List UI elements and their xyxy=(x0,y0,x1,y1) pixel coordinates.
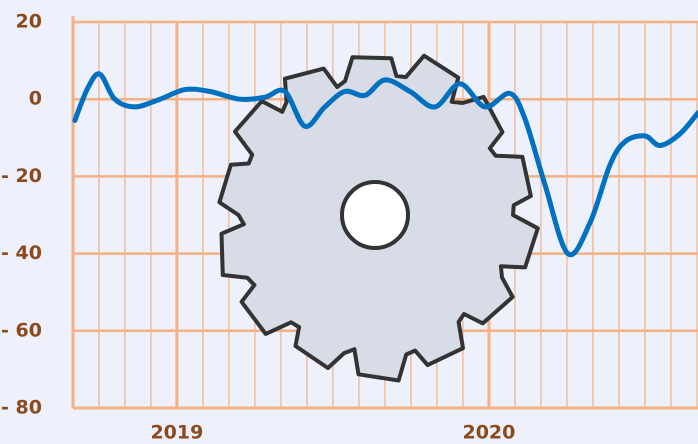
gear-hole xyxy=(342,182,408,248)
y-tick-label: 0 xyxy=(29,88,42,110)
y-tick-label: - 40 xyxy=(1,242,42,264)
y-tick-label: - 80 xyxy=(1,397,42,419)
page: - 80- 60- 40- 2002020192020 (() => { con… xyxy=(0,0,698,444)
x-tick-label: 2020 xyxy=(462,422,515,444)
chart: - 80 - 60 - 40 - 20 0 20 2019 2020 xyxy=(0,0,698,444)
y-tick-label: - 20 xyxy=(1,165,42,187)
y-tick-label: - 60 xyxy=(1,319,42,341)
x-tick-label: 2019 xyxy=(150,422,203,444)
y-tick-label: 20 xyxy=(16,11,42,33)
